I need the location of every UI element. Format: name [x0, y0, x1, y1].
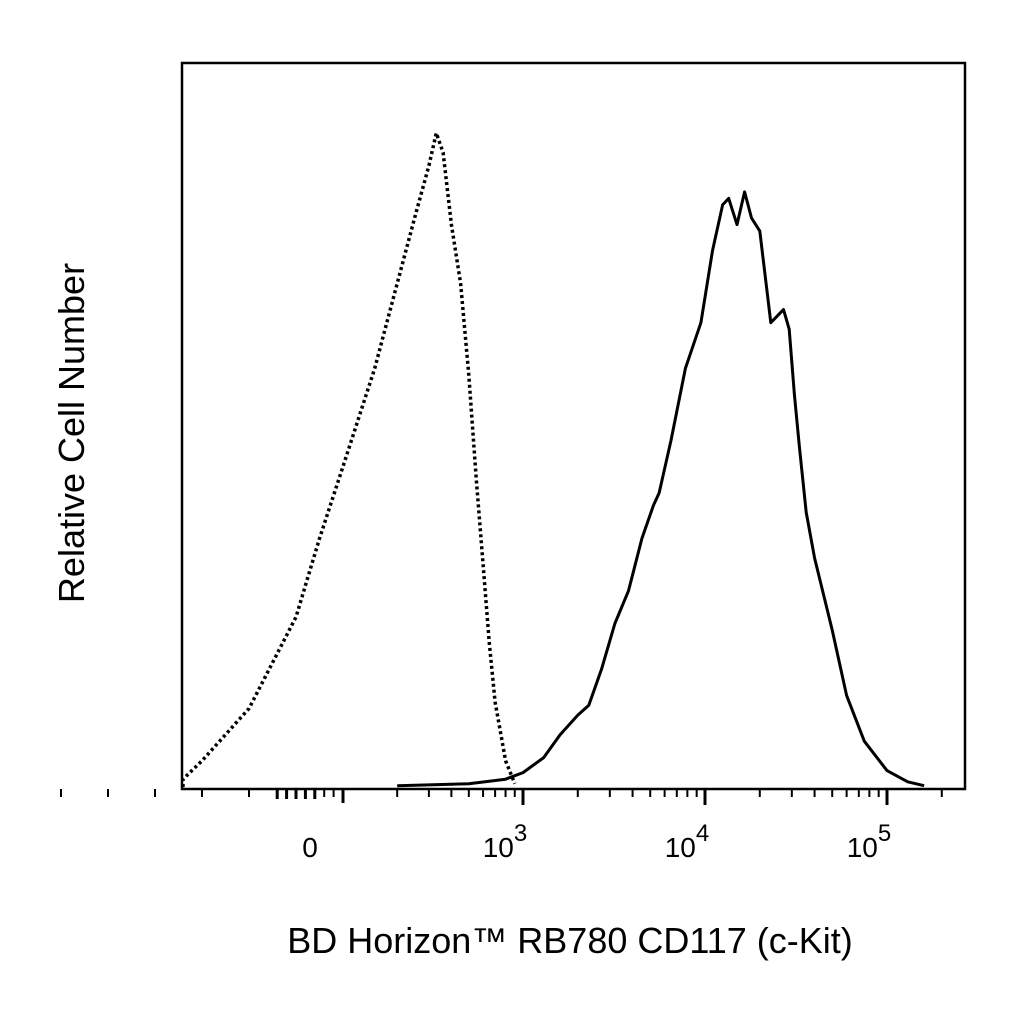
plot-frame [180, 61, 967, 791]
x-tick-label: 105 [847, 820, 892, 863]
y-axis-label: Relative Cell Number [51, 263, 92, 603]
x-tick-label: 104 [665, 820, 710, 863]
x-axis-ticks [60, 789, 943, 805]
series-line-cd117-stained [397, 190, 925, 788]
x-tick-label: 103 [483, 820, 528, 863]
x-axis-label: BD Horizon™ RB780 CD117 (c-Kit) [287, 920, 853, 961]
series-layer [181, 131, 925, 788]
x-axis-tick-labels: 0 103 104 105 [302, 820, 891, 863]
x-tick-label: 0 [302, 832, 318, 863]
series-line-isotype-control [181, 131, 517, 787]
